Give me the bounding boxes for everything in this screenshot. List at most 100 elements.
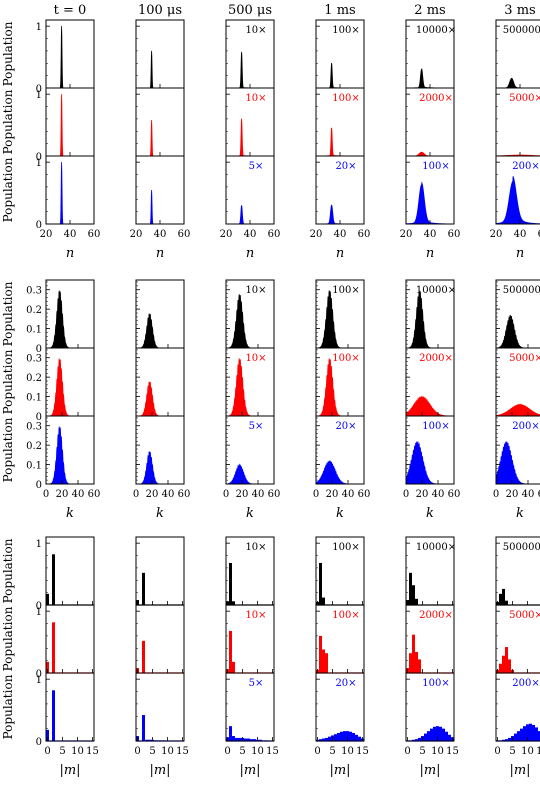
panel-|m|-row0-col4: 10000× — [405, 536, 456, 606]
panel-n-row1-col2: 10× — [225, 87, 275, 157]
x-axis-label: |m| — [59, 763, 80, 778]
panel-|m|-row0-col0: 01 — [36, 536, 95, 612]
population-bar — [526, 724, 529, 741]
x-tick-label: 0 — [404, 746, 410, 757]
panel-k-row0-col5: 500000× — [495, 279, 540, 349]
distribution-area — [136, 381, 184, 417]
x-tick-label: 40 — [252, 489, 265, 500]
population-bar — [538, 731, 540, 741]
panel-n-row0-col5: 500000× — [495, 19, 540, 89]
x-axis-label: k — [426, 506, 434, 521]
panel-k-row2-col4: 0 20 40 60 100× — [403, 415, 461, 500]
distribution-area — [315, 127, 365, 157]
x-tick-label: 5 — [509, 746, 515, 757]
magnification-label: 10× — [245, 542, 266, 553]
distribution-area — [495, 441, 540, 485]
panel-frame — [225, 415, 275, 485]
panel-frame — [45, 19, 95, 89]
population-bar — [259, 739, 262, 741]
y-tick-label: 0.1 — [26, 461, 42, 472]
magnification-label: 2000× — [419, 610, 453, 621]
x-tick-label: 20 — [146, 489, 159, 500]
x-tick-label: 10 — [521, 746, 534, 757]
panel-n-row1-col0: 01 — [36, 87, 95, 163]
magnification-label: 100× — [332, 542, 359, 553]
x-tick-label: 60 — [178, 489, 191, 500]
distribution-area — [495, 403, 540, 417]
panel-k-row1-col3: 100× — [315, 347, 365, 417]
x-tick-label: 40 — [522, 489, 535, 500]
x-tick-label: 40 — [424, 229, 437, 240]
population-bar — [445, 731, 448, 741]
panel-frame — [135, 87, 185, 157]
population-bar — [535, 727, 538, 741]
x-tick-label: 60 — [268, 229, 281, 240]
x-tick-label: 20 — [326, 489, 339, 500]
y-tick-label: 0 — [36, 344, 42, 355]
x-tick-label: 0 — [43, 489, 49, 500]
x-axis-label: |m| — [509, 763, 530, 778]
y-axis-label: Population — [1, 674, 15, 739]
panel-|m|-row2-col3: 0 5 10 15 20× — [314, 672, 369, 757]
x-tick-label: 5 — [239, 746, 245, 757]
population-bar — [415, 739, 418, 741]
panel-k-row0-col4: 10000× — [405, 279, 456, 349]
x-tick-label: 60 — [448, 489, 461, 500]
panel-k-row2-col3: 0 20 40 60 20× — [313, 415, 370, 500]
x-tick-label: 40 — [162, 489, 175, 500]
y-tick-label: 0 — [36, 669, 42, 680]
x-axis-label: k — [246, 506, 254, 521]
panel-k-row2-col2: 0 20 40 60 5× — [223, 415, 280, 500]
x-tick-label: 20 — [56, 489, 69, 500]
panel-frame — [45, 347, 95, 417]
x-tick-label: 60 — [448, 229, 461, 240]
panel-n-row0-col0: 01 — [36, 19, 95, 95]
x-tick-label: 40 — [244, 229, 257, 240]
magnification-label: 500000× — [503, 542, 540, 553]
x-axis-label: |m| — [239, 763, 260, 778]
population-bar — [409, 572, 412, 605]
panel-k-row0-col1 — [135, 279, 185, 349]
y-tick-label: 1 — [36, 607, 42, 618]
panel-|m|-row2-col4: 0 5 10 15 100× — [404, 672, 459, 757]
population-bar — [232, 661, 235, 673]
population-bar — [322, 597, 325, 605]
panel-frame — [495, 415, 540, 485]
x-tick-label: 40 — [432, 489, 445, 500]
population-bar — [46, 593, 49, 605]
population-bar — [508, 659, 511, 673]
population-bar — [52, 622, 55, 673]
distribution-area — [136, 313, 184, 349]
x-tick-label: 60 — [88, 229, 101, 240]
distribution-area — [495, 77, 540, 89]
magnification-label: 20× — [335, 421, 356, 432]
panel-|m|-row1-col4: 2000× — [405, 604, 455, 674]
magnification-label: 10000× — [416, 542, 456, 553]
magnification-label: 100× — [332, 25, 359, 36]
magnification-label: 5000× — [509, 353, 540, 364]
distribution-area — [225, 118, 275, 157]
population-bar — [322, 649, 325, 673]
panel-frame — [45, 279, 95, 349]
y-tick-label: 0.1 — [26, 393, 42, 404]
population-bar — [502, 739, 505, 741]
population-bar — [142, 640, 145, 673]
population-bar — [508, 737, 511, 741]
population-bar — [232, 736, 235, 741]
distribution-area — [136, 451, 184, 485]
panel-n-row2-col5: 20 40 60 200× — [490, 155, 540, 240]
distribution-area — [136, 189, 184, 225]
magnification-label: 10000× — [416, 285, 456, 296]
x-tick-label: 0 — [493, 489, 499, 500]
distribution-area — [405, 395, 455, 417]
y-tick-label: 1 — [36, 158, 42, 169]
panel-frame — [45, 87, 95, 157]
population-bar — [358, 736, 361, 741]
population-bar — [517, 731, 520, 741]
distribution-area — [225, 463, 274, 485]
distribution-area — [46, 426, 94, 485]
panel-frame — [135, 415, 185, 485]
x-tick-label: 5 — [149, 746, 155, 757]
time-header: t = 0 — [54, 3, 87, 18]
population-bar — [238, 737, 241, 741]
